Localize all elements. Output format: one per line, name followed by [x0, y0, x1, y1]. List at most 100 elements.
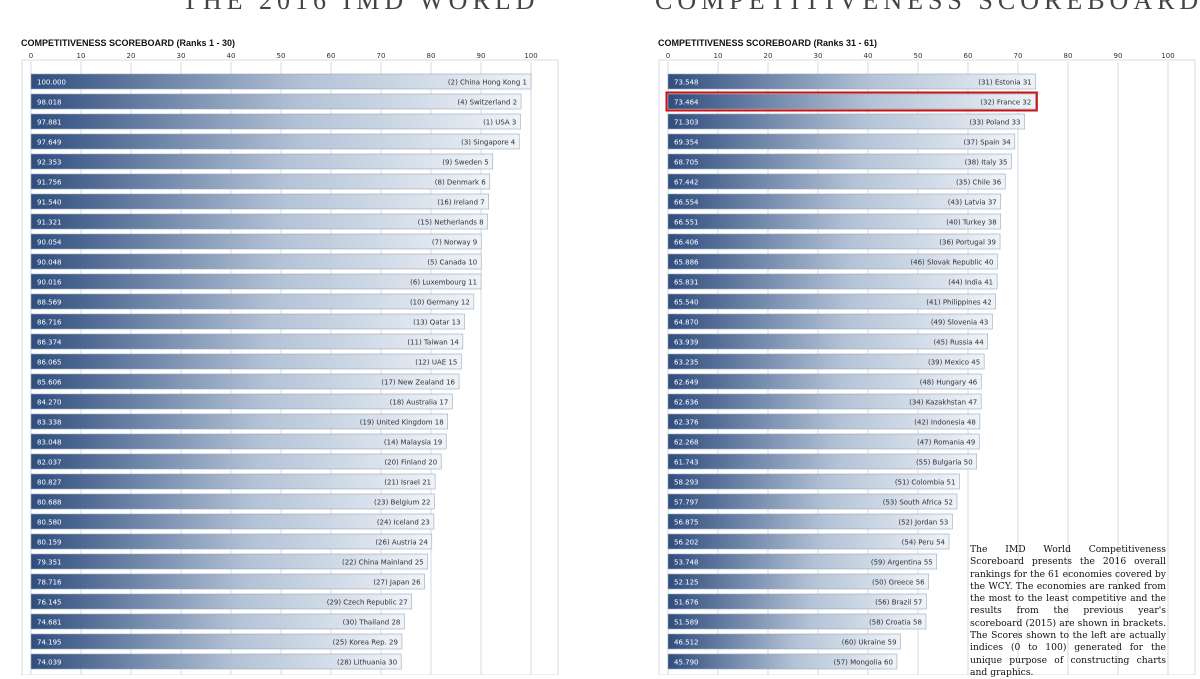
- bar-country-label: (35) Chile 36: [956, 179, 1002, 187]
- bar-group: 73.464 (32) France 32: [665, 91, 1038, 112]
- bar-group: 62.649 (48) Hungary 46: [667, 373, 982, 390]
- bar: [30, 73, 532, 90]
- bar-country-label: (59) Argentina 55: [871, 559, 933, 567]
- bar-score-label: 86.065: [37, 359, 62, 367]
- bar-group: 83.338 (19) United Kingdom 18: [30, 413, 448, 430]
- x-tick-label: 20: [764, 52, 773, 60]
- bar-country-label: (21) Israel 21: [384, 479, 431, 487]
- bar-group: 62.376 (42) Indonesia 48: [667, 413, 981, 430]
- bar-country-label: (5) Canada 10: [427, 259, 477, 267]
- bar-score-label: 86.374: [37, 339, 62, 347]
- chart-title: COMPETITIVENESS SCOREBOARD (Ranks 1 - 30…: [21, 38, 236, 48]
- bar-group: 63.235 (39) Mexico 45: [667, 353, 985, 370]
- bar-score-label: 86.716: [37, 319, 62, 327]
- bar: [30, 393, 453, 410]
- bar-score-label: 91.756: [37, 179, 62, 187]
- bar-group: 86.374 (11) Taiwan 14: [30, 333, 464, 350]
- bar-country-label: (7) Norway 9: [432, 239, 477, 247]
- bar-group: 74.039 (28) Lithuania 30: [30, 653, 402, 670]
- bar: [667, 333, 988, 350]
- bar-score-label: 84.270: [37, 399, 62, 407]
- bar-score-label: 65.540: [674, 299, 699, 307]
- x-tick-label: 50: [914, 52, 923, 60]
- x-tick-label: 60: [327, 52, 336, 60]
- x-tick-label: 10: [714, 52, 723, 60]
- bar: [30, 133, 520, 150]
- chart-svg: 0 10 20 30 40 50 60 70 80 90 100 73.548 (31) Estonia…: [658, 52, 1196, 675]
- bar-score-label: 62.376: [674, 419, 699, 427]
- bar: [30, 353, 462, 370]
- bar: [667, 313, 993, 330]
- bar-score-label: 88.569: [37, 299, 62, 307]
- bar-group: 90.016 (6) Luxembourg 11: [30, 273, 482, 290]
- bar-score-label: 45.790: [674, 659, 699, 667]
- bar-country-label: (8) Denmark 6: [435, 179, 487, 187]
- bar: [30, 153, 494, 170]
- x-tick-label: 80: [1064, 52, 1073, 60]
- bar-country-label: (22) China Mainland 25: [342, 559, 424, 567]
- bar-country-label: (57) Mongolia 60: [834, 659, 893, 667]
- x-tick-label: 100: [524, 52, 537, 60]
- x-tick-label: 40: [227, 52, 236, 60]
- bar-group: 73.548 (31) Estonia 31: [667, 73, 1037, 90]
- bar: [30, 433, 447, 450]
- bar: [30, 253, 482, 270]
- bar: [30, 233, 482, 250]
- bar-country-label: (40) Turkey 38: [946, 219, 997, 227]
- x-tick-label: 100: [1161, 52, 1174, 60]
- explanatory-note: The IMD World Competitiveness Scoreboard…: [970, 544, 1166, 678]
- bar-country-label: (26) Austria 24: [375, 539, 428, 547]
- bar: [667, 93, 1036, 110]
- bar-score-label: 66.554: [674, 199, 699, 207]
- x-tick-label: 20: [127, 52, 136, 60]
- bar: [30, 653, 402, 670]
- bar-score-label: 90.016: [37, 279, 62, 287]
- bar-country-label: (17) New Zealand 16: [381, 379, 455, 387]
- bar-group: 91.321 (15) Netherlands 8: [30, 213, 488, 230]
- x-tick-label: 70: [377, 52, 386, 60]
- bar-score-label: 73.548: [674, 79, 699, 87]
- bar-country-label: (4) Switzerland 2: [457, 99, 517, 107]
- bar: [667, 233, 1001, 250]
- x-tick-label: 0: [29, 52, 33, 60]
- bar: [667, 633, 901, 650]
- bar-group: 82.037 (20) Finland 20: [30, 453, 442, 470]
- bar: [667, 173, 1006, 190]
- bar-score-label: 80.827: [37, 479, 62, 487]
- bar-country-label: (37) Spain 34: [963, 139, 1011, 147]
- highlight-box: [665, 91, 1038, 112]
- bar-group: 74.195 (25) Korea Rep. 29: [30, 633, 403, 650]
- bar-group: 69.354 (37) Spain 34: [667, 133, 1016, 150]
- bar: [667, 193, 1002, 210]
- bar-score-label: 80.580: [37, 519, 62, 527]
- bar: [30, 633, 403, 650]
- bar-country-label: (47) Romania 49: [917, 439, 975, 447]
- bar-country-label: (41) Philippines 42: [926, 299, 991, 307]
- bar: [667, 153, 1012, 170]
- bar: [30, 533, 433, 550]
- bar-country-label: (56) Brazil 57: [875, 599, 922, 607]
- bar-score-label: 80.159: [37, 539, 62, 547]
- bar-score-label: 98.018: [37, 99, 62, 107]
- bar-country-label: (9) Sweden 5: [442, 159, 488, 167]
- bar-score-label: 92.353: [37, 159, 62, 167]
- bar: [30, 333, 464, 350]
- bar-group: 65.540 (41) Philippines 42: [667, 293, 997, 310]
- bar-group: 92.353 (9) Sweden 5: [30, 153, 494, 170]
- bar: [30, 473, 436, 490]
- bar-group: 57.797 (53) South Africa 52: [667, 493, 958, 510]
- bar: [667, 473, 960, 490]
- bar-country-label: (53) South Africa 52: [883, 499, 953, 507]
- bar-country-label: (11) Taiwan 14: [407, 339, 459, 347]
- bar-country-label: (36) Portugal 39: [939, 239, 996, 247]
- bar-country-label: (2) China Hong Kong 1: [448, 79, 527, 87]
- bar-group: 80.827 (21) Israel 21: [30, 473, 436, 490]
- bar: [667, 293, 997, 310]
- x-tick-label: 10: [77, 52, 86, 60]
- bar-score-label: 65.886: [674, 259, 699, 267]
- bar: [30, 273, 482, 290]
- x-tick-label: 30: [814, 52, 823, 60]
- bar-group: 58.293 (51) Colombia 51: [667, 473, 960, 490]
- bar-country-label: (15) Netherlands 8: [418, 219, 484, 227]
- bar-group: 56.875 (52) Jordan 53: [667, 513, 953, 530]
